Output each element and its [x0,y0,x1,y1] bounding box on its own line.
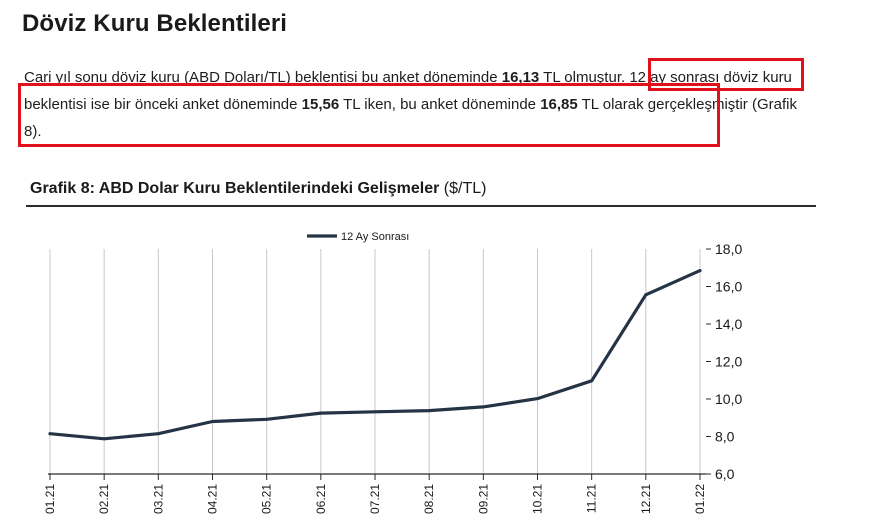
data-point [590,379,594,383]
highlight-box-main [18,83,720,147]
data-point [48,432,52,436]
y-tick-label: 12,0 [715,354,742,370]
x-tick-label: 04.21 [206,484,220,514]
highlight-box-top [648,58,804,91]
current-year-expectation-value: 16,13 [501,69,540,86]
y-tick-label: 6,0 [715,466,735,482]
data-point [536,397,539,401]
current-12-month-expectation-value: 16,85 [540,96,578,113]
y-tick-label: 16,0 [715,279,742,295]
axis-layer [48,248,711,480]
data-point [644,293,648,297]
data-point [319,411,323,415]
data-point [265,417,269,421]
data-point [373,410,377,414]
series-layer [48,269,702,441]
paragraph-text-3: TL iken, bu anket döneminde [339,96,541,113]
legend-layer: 12 Ay Sonrası [307,231,409,243]
chart-title: Grafik 8: ABD Dolar Kuru Beklentilerinde… [30,180,486,198]
label-layer: 01.21 02.21 03.21 04.21 05.21 06.21 07.21 08.21… [43,241,742,514]
x-tick-label: 03.21 [151,484,165,514]
x-tick-label: 01.21 [43,484,57,514]
data-point [481,405,485,409]
x-tick-label: 05.21 [260,484,274,514]
x-tick-label: 02.21 [97,484,111,514]
x-tick-label: 06.21 [314,484,328,514]
legend-label: 12 Ay Sonrası [341,231,409,243]
body-paragraph: Cari yıl sonu döviz kuru (ABD Doları/TL)… [24,64,814,145]
y-tick-label: 8,0 [715,429,735,445]
data-point [211,420,214,423]
x-tick-label: 11.21 [585,484,599,513]
y-tick-label: 18,0 [715,241,742,257]
y-tick-label: 14,0 [715,316,742,332]
chart-title-unit: ($/TL) [443,180,487,197]
data-point [156,432,160,436]
previous-12-month-expectation-value: 15,56 [301,96,340,113]
paragraph-text-4: TL olarak gerçekleşmiştir (Grafik 8). [24,96,797,140]
data-point [102,437,106,441]
paragraph-text-2: TL olmuştur. 12 ay sonrası döviz kuru be… [24,69,792,113]
grid-layer [49,249,701,474]
page-title: Döviz Kuru Beklentileri [22,10,288,37]
x-tick-label: 10.21 [531,484,545,514]
paragraph-text-1: Cari yıl sonu döviz kuru (ABD Doları/TL)… [24,69,502,86]
chart-title-text: Grafik 8: ABD Dolar Kuru Beklentilerinde… [30,180,440,197]
x-tick-label: 01.22 [693,484,707,514]
y-tick-label: 10,0 [715,391,742,407]
x-tick-label: 12.21 [639,484,653,514]
data-point [427,409,431,413]
data-point [698,269,702,272]
chart-title-rule [26,205,816,207]
x-tick-label: 08.21 [422,484,436,514]
x-tick-label: 07.21 [368,484,382,514]
x-tick-label: 09.21 [476,484,490,514]
